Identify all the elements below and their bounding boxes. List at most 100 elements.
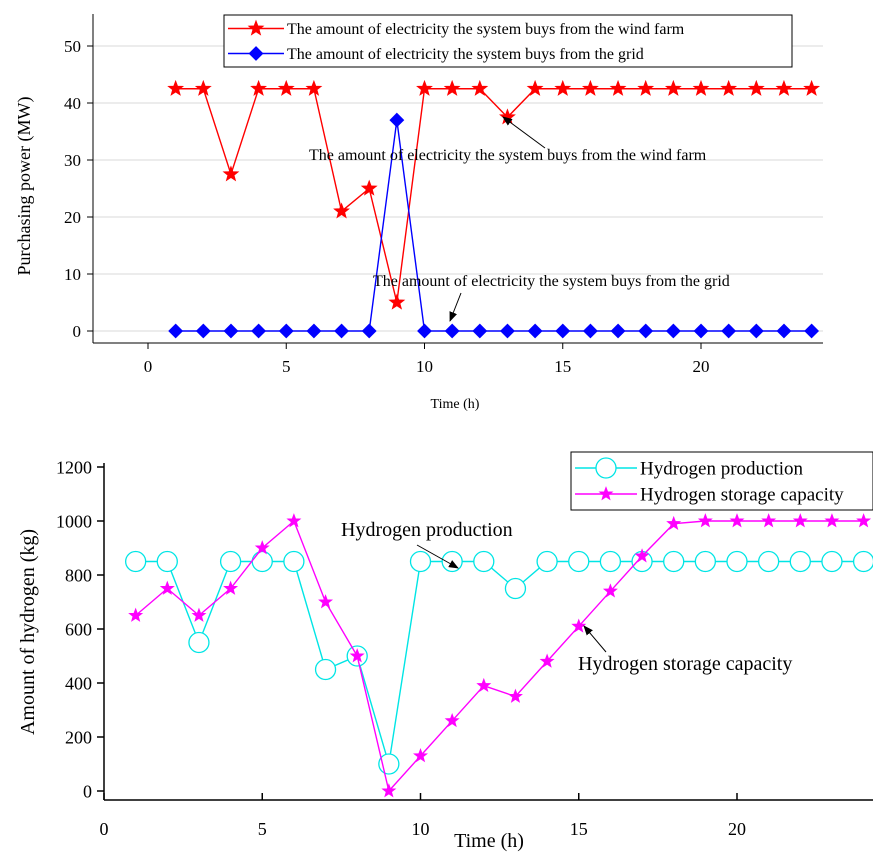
legend: The amount of electricity the system buy…: [223, 14, 793, 68]
chart-electricity: 0 10 20 30 40 50 0 5 10 15 20 Time (h) Purchasing po…: [14, 14, 823, 412]
annotation-text: The amount of electricity the system buy…: [373, 273, 730, 290]
y-tick-label: 30: [64, 151, 81, 170]
annotation: Hydrogen storage capacity: [578, 625, 792, 675]
data-point: [360, 179, 378, 196]
x-tick-label: 15: [570, 819, 588, 839]
data-point: [568, 550, 590, 573]
data-point: [349, 648, 365, 663]
legend-marker: [248, 46, 264, 61]
series-line: [175, 88, 812, 303]
data-point: [581, 79, 599, 96]
y-tick-label: 20: [64, 208, 81, 227]
x-axis-label: Time (h): [431, 397, 480, 412]
data-point: [693, 323, 709, 339]
data-point: [417, 323, 432, 339]
data-point: [747, 79, 765, 96]
data-point: [599, 550, 622, 573]
data-point: [333, 202, 350, 219]
data-point: [726, 550, 748, 573]
data-point: [637, 79, 655, 96]
data-point: [852, 550, 873, 573]
data-point: [692, 79, 710, 96]
legend: Hydrogen production Hydrogen storage capa…: [570, 451, 873, 511]
data-point: [476, 677, 492, 693]
data-point: [251, 550, 273, 573]
data-point: [527, 323, 543, 339]
series-2: [128, 513, 872, 798]
data-point: [789, 550, 811, 573]
legend-marker: [598, 486, 614, 501]
x-tick-label: 20: [728, 819, 746, 839]
data-point: [554, 79, 572, 96]
data-point: [775, 79, 793, 96]
x-tick-label: 10: [412, 819, 430, 839]
annotation: Hydrogen production: [341, 519, 513, 569]
data-point: [128, 607, 144, 622]
data-point: [278, 323, 294, 339]
data-point: [250, 79, 268, 96]
y-tick-label: 1000: [56, 511, 92, 531]
data-point: [388, 293, 406, 310]
annotation-text: Hydrogen production: [341, 519, 513, 541]
data-point: [602, 583, 618, 598]
annotation-arrow: [416, 544, 459, 569]
y-tick-label: 0: [73, 322, 82, 341]
data-point: [472, 323, 488, 339]
annotation-arrow: [583, 625, 607, 653]
x-tick-label: 0: [100, 819, 109, 839]
series-1: [124, 550, 873, 775]
y-tick-label: 600: [65, 619, 92, 639]
data-point: [306, 323, 322, 339]
legend-label: Hydrogen production: [640, 458, 804, 479]
data-point: [507, 688, 523, 703]
y-tick-label: 400: [65, 673, 92, 693]
data-point: [803, 79, 821, 96]
data-point: [729, 513, 745, 528]
data-point: [663, 550, 685, 573]
data-point: [277, 79, 295, 96]
data-point: [283, 550, 305, 573]
annotation: The amount of electricity the system buy…: [373, 273, 730, 322]
data-point: [167, 79, 185, 96]
data-point: [305, 79, 323, 96]
y-axis-label: Amount of hydrogen (kg): [17, 529, 39, 735]
data-point: [792, 513, 808, 528]
data-point: [694, 550, 716, 573]
data-point: [748, 323, 764, 339]
chart-hydrogen: 0 200 400 600 800 1000 1200 0 5 10 15 20 Time (h) Amo…: [17, 451, 873, 852]
y-tick-label: 800: [65, 565, 92, 585]
data-point: [758, 550, 780, 573]
data-point: [444, 712, 460, 728]
data-point: [721, 323, 737, 339]
data-point: [159, 580, 175, 595]
x-tick-label: 0: [144, 357, 153, 376]
data-point: [413, 748, 428, 763]
data-point: [720, 79, 738, 96]
data-point: [389, 112, 405, 128]
legend-marker: [247, 19, 265, 36]
data-point: [697, 513, 713, 528]
data-point: [571, 618, 587, 633]
data-point: [473, 550, 495, 573]
data-point: [314, 658, 337, 681]
data-point: [526, 79, 544, 96]
data-point: [443, 79, 461, 96]
series-2: [168, 112, 820, 339]
data-point: [610, 323, 626, 339]
x-tick-label: 10: [416, 357, 433, 376]
y-tick-label: 200: [65, 727, 92, 747]
legend-box: [223, 14, 793, 68]
data-point: [666, 515, 682, 531]
data-point: [500, 323, 515, 339]
data-point: [222, 165, 240, 182]
series-line: [135, 519, 864, 793]
data-point: [251, 323, 267, 339]
legend-label: Hydrogen storage capacity: [640, 484, 844, 505]
data-point: [254, 540, 270, 555]
annotation: The amount of electricity the system buy…: [309, 116, 707, 164]
data-point: [188, 631, 210, 654]
data-point: [539, 653, 555, 668]
data-point: [821, 550, 843, 573]
data-point: [381, 783, 397, 798]
